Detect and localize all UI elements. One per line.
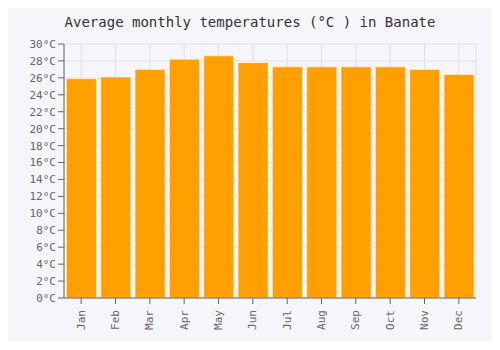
- svg-text:26°C: 26°C: [30, 72, 57, 85]
- html-text:Average monthly temperatures (: Average monthly temperatures (°C ) in Ba…: [64, 14, 436, 30]
- svg-text:14°C: 14°C: [30, 173, 57, 186]
- svg-text:May: May: [212, 310, 225, 330]
- svg-text:0°C: 0°C: [36, 292, 56, 305]
- svg-text:28°C: 28°C: [30, 55, 57, 68]
- svg-text:Mar: Mar: [143, 310, 156, 330]
- svg-text:18°C: 18°C: [30, 140, 57, 153]
- svg-text:2°C: 2°C: [36, 275, 56, 288]
- svg-text:30°C: 30°C: [30, 38, 57, 51]
- svg-text:22°C: 22°C: [30, 106, 57, 119]
- svg-text:Feb: Feb: [109, 310, 122, 330]
- svg-text:16°C: 16°C: [30, 156, 57, 169]
- svg-text:12°C: 12°C: [30, 190, 57, 203]
- svg-text:Sep: Sep: [349, 310, 362, 330]
- svg-text:Oct: Oct: [384, 310, 397, 330]
- svg-text:Apr: Apr: [178, 310, 191, 330]
- svg-text:Aug: Aug: [315, 310, 328, 330]
- svg-text:Jun: Jun: [246, 310, 259, 330]
- svg-text:Jul: Jul: [281, 310, 294, 330]
- svg-text:20°C: 20°C: [30, 123, 57, 136]
- svg-text:Jan: Jan: [75, 310, 88, 330]
- svg-text:6°C: 6°C: [36, 241, 56, 254]
- svg-text:10°C: 10°C: [30, 207, 57, 220]
- svg-text:Nov: Nov: [418, 310, 431, 330]
- svg-text:24°C: 24°C: [30, 89, 57, 102]
- svg-text:8°C: 8°C: [36, 224, 56, 237]
- svg-text:4°C: 4°C: [36, 258, 56, 271]
- svg-text:Dec: Dec: [452, 310, 465, 330]
